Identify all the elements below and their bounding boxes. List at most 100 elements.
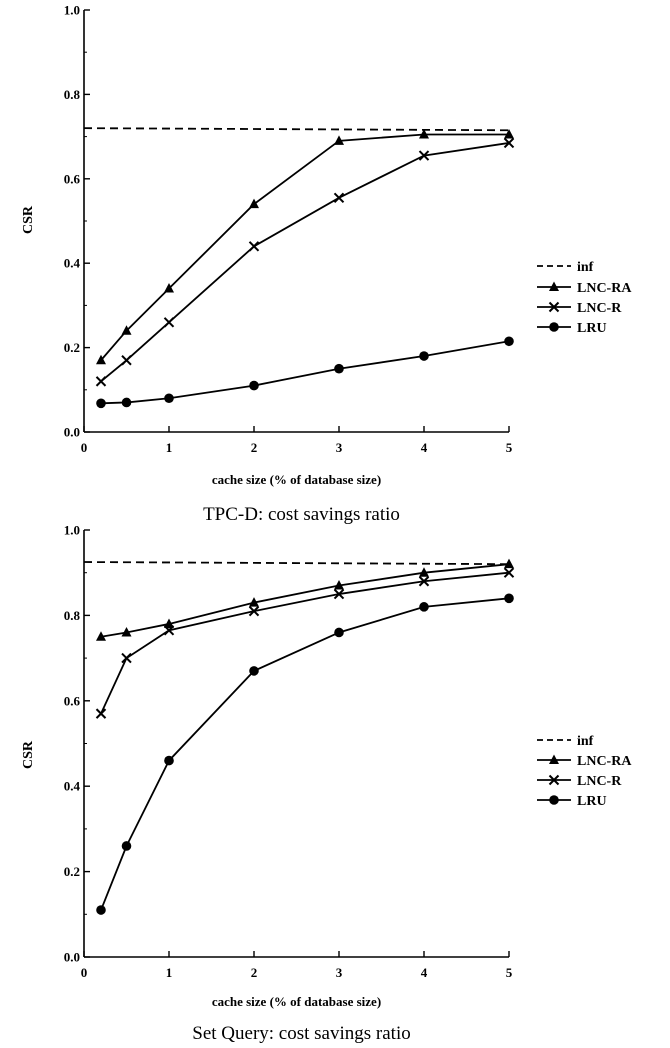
series-line xyxy=(83,127,510,132)
circle-marker xyxy=(419,351,429,361)
legend-label: inf xyxy=(577,734,594,749)
triangle-marker xyxy=(164,283,174,293)
series-lnc-ra xyxy=(96,128,514,365)
y-tick-label: 1.0 xyxy=(64,3,80,18)
y-axis-label: CSR xyxy=(21,205,36,234)
y-tick-label: 0.8 xyxy=(64,87,81,102)
circle-marker xyxy=(549,795,559,805)
y-tick-label: 0.6 xyxy=(64,693,81,708)
x-marker xyxy=(418,150,430,161)
legend-label: LNC-RA xyxy=(577,281,632,296)
y-tick-label: 0.2 xyxy=(64,864,80,879)
triangle-marker xyxy=(249,597,259,607)
triangle-marker xyxy=(334,135,344,145)
y-tick-label: 0.0 xyxy=(64,425,80,440)
x-tick-label: 3 xyxy=(336,440,343,455)
legend-item: LRU xyxy=(537,794,607,809)
x-marker xyxy=(248,241,260,252)
x-tick-label: 5 xyxy=(506,965,513,980)
x-tick-label: 3 xyxy=(336,965,343,980)
series-line xyxy=(100,597,510,911)
chart-1: 0.0 0.2 0.4 0.6 0.8 1.0 0 1 2 3 4 5 CSR cache size (%… xyxy=(21,3,632,526)
legend-label: LNC-R xyxy=(577,301,622,316)
y-tick-label: 0.4 xyxy=(64,256,81,271)
circle-marker xyxy=(164,755,174,766)
x-marker xyxy=(163,625,175,636)
x-marker xyxy=(333,192,345,203)
x-marker xyxy=(333,588,345,600)
series-line xyxy=(100,340,510,405)
x-tick-label: 2 xyxy=(251,965,258,980)
x-marker xyxy=(95,376,107,387)
triangle-marker xyxy=(549,754,559,764)
x-axis-label: cache size (% of database size) xyxy=(212,994,381,1009)
circle-marker xyxy=(249,380,259,391)
y-tick-label: 0.8 xyxy=(64,608,81,623)
series-line xyxy=(100,133,509,361)
circle-marker xyxy=(419,602,429,612)
series-line xyxy=(83,561,510,566)
series-line xyxy=(100,571,510,714)
circle-marker xyxy=(121,841,132,851)
circle-marker xyxy=(504,593,514,604)
x-marker xyxy=(121,652,132,664)
legend-item: LNC-RA xyxy=(537,281,632,296)
x-axis-label: cache size (% of database size) xyxy=(212,472,381,487)
y-tick-label: 0.4 xyxy=(64,779,81,794)
legend-label: LNC-R xyxy=(577,774,622,789)
chart-title: TPC-D: cost savings ratio xyxy=(203,504,400,525)
circle-marker xyxy=(121,397,132,408)
circle-marker xyxy=(96,905,106,915)
triangle-marker xyxy=(504,558,514,569)
y-tick-label: 1.0 xyxy=(64,523,80,538)
circle-marker xyxy=(164,393,174,404)
series-lnc-ra xyxy=(96,558,514,641)
triangle-marker xyxy=(549,281,559,291)
circle-marker xyxy=(249,666,259,676)
x-marker xyxy=(418,576,430,587)
x-tick-label: 4 xyxy=(421,965,428,980)
legend-item: inf xyxy=(537,734,594,749)
triangle-marker xyxy=(96,631,106,641)
legend-item: inf xyxy=(537,260,594,275)
circle-marker xyxy=(504,336,514,347)
triangle-marker xyxy=(504,128,514,139)
y-tick-label: 0.0 xyxy=(64,950,80,965)
series-line xyxy=(100,142,510,383)
legend-item: LNC-R xyxy=(537,774,622,789)
x-marker xyxy=(163,317,175,328)
series-inf xyxy=(83,127,510,132)
legend-label: LRU xyxy=(577,794,607,809)
x-marker xyxy=(548,774,560,786)
triangle-marker xyxy=(164,618,174,628)
x-marker xyxy=(503,137,515,149)
x-marker xyxy=(548,301,560,313)
x-tick-label: 0 xyxy=(81,965,88,980)
legend-item: LNC-R xyxy=(537,301,622,316)
series-inf xyxy=(83,561,510,566)
triangle-marker xyxy=(121,325,132,335)
y-tick-label: 0.6 xyxy=(64,171,81,186)
triangle-marker xyxy=(121,626,132,637)
x-tick-label: 1 xyxy=(166,440,173,455)
x-marker xyxy=(248,605,260,617)
y-axis-label: CSR xyxy=(21,740,36,769)
x-tick-label: 5 xyxy=(506,440,513,455)
legend-item: LNC-RA xyxy=(537,754,632,769)
legend-label: LNC-RA xyxy=(577,754,632,769)
chart-title: Set Query: cost savings ratio xyxy=(192,1023,410,1044)
triangle-marker xyxy=(334,580,344,590)
legend-label: LRU xyxy=(577,321,607,336)
triangle-marker xyxy=(96,354,106,365)
circle-marker xyxy=(334,627,344,638)
series-lnc-r xyxy=(95,567,515,719)
x-tick-label: 4 xyxy=(421,440,428,455)
circle-marker xyxy=(549,322,559,332)
triangle-marker xyxy=(419,567,429,577)
y-tick-label: 0.2 xyxy=(64,340,80,355)
legend-item: LRU xyxy=(537,321,607,336)
chart-2: 0.0 0.2 0.4 0.6 0.8 1.0 0 1 2 3 4 5 CSR cache size (%… xyxy=(21,523,632,1045)
x-tick-label: 1 xyxy=(166,965,173,980)
triangle-marker xyxy=(249,198,259,209)
